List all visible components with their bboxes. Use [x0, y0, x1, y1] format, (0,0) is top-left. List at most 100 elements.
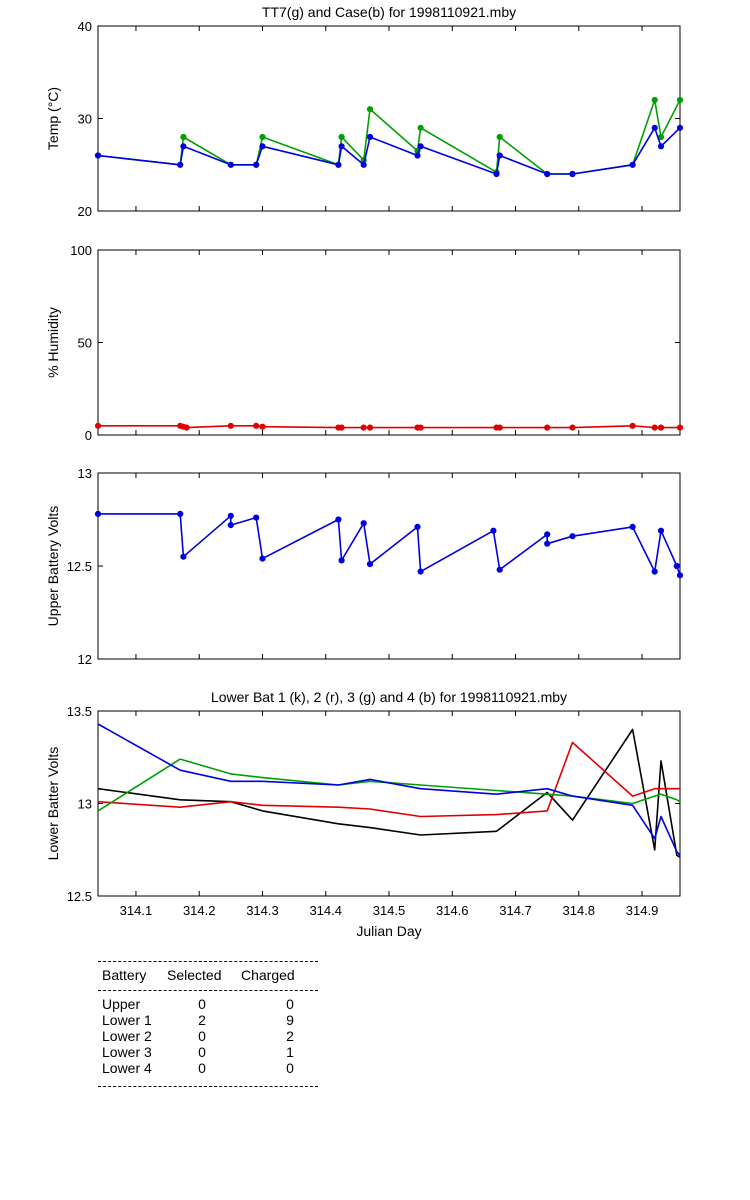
data-point	[676, 424, 684, 431]
data-point	[227, 422, 234, 429]
battery-name: Upper	[102, 996, 141, 1012]
series-line-2	[97, 741, 680, 818]
data-point	[259, 133, 266, 141]
chart-title: Lower Bat 1 (k), 2 (r), 3 (g) and 4 (b) …	[211, 689, 567, 705]
data-point	[227, 161, 234, 168]
data-point	[496, 133, 503, 141]
y-tick-label: 12	[78, 652, 92, 667]
table-row: Lower 2 0 2	[98, 1028, 318, 1044]
table-row: Lower 3 0 1	[98, 1044, 318, 1060]
y-tick-label: 100	[70, 243, 92, 258]
data-point	[417, 143, 424, 150]
y-tick-label: 40	[78, 19, 92, 34]
data-point	[414, 523, 421, 531]
battery-name: Lower 2	[102, 1028, 152, 1044]
y-tick-label: 30	[78, 112, 92, 127]
data-point	[177, 161, 184, 168]
x-tick-label: 314.2	[183, 903, 216, 918]
data-point	[673, 562, 680, 570]
data-point	[544, 170, 551, 178]
data-point	[366, 106, 374, 113]
header-charged: Charged	[241, 967, 295, 983]
data-point	[651, 96, 658, 104]
chart-panel-2: 0 50 100 % Humidity	[45, 243, 684, 443]
data-point	[335, 516, 342, 523]
chart-panel-3: 12 12.5 13 Upper Battery Volts	[45, 466, 684, 667]
data-point	[338, 424, 345, 431]
charged-count: 2	[286, 1028, 294, 1044]
battery-name: Lower 1	[102, 1012, 152, 1028]
data-point	[338, 557, 345, 564]
data-point	[496, 566, 503, 573]
data-point	[676, 124, 684, 131]
charged-count: 9	[286, 1012, 294, 1028]
data-point	[259, 555, 266, 562]
data-point	[629, 161, 636, 168]
data-point	[657, 424, 665, 431]
series-line-1	[98, 513, 681, 576]
data-point	[360, 424, 367, 431]
data-point	[338, 143, 345, 150]
data-point	[180, 133, 187, 141]
x-tick-label: 314.5	[373, 903, 406, 918]
x-tick-label: 314.1	[120, 903, 153, 918]
data-point	[253, 161, 260, 168]
data-point	[676, 572, 684, 579]
data-point	[657, 527, 665, 534]
charged-count: 0	[286, 996, 294, 1012]
x-tick-label: 314.4	[309, 903, 342, 918]
data-point	[94, 510, 102, 518]
header-selected: Selected	[167, 967, 222, 983]
battery-name: Lower 3	[102, 1044, 152, 1060]
data-point	[629, 523, 636, 531]
chart-panel-4: 12.5 13 13.5 314.1 314.2 314.3 314.4 314.5 314.6…	[45, 689, 681, 939]
selected-count: 2	[198, 1012, 206, 1028]
data-point	[569, 170, 576, 178]
table-bottom-divider	[98, 1086, 318, 1087]
chart-panel-1: 20 30 40 TT7(g) and Case(b) for 1998110921.…	[45, 4, 684, 219]
data-point	[360, 161, 367, 168]
table-header-row: Battery Selected Charged	[98, 967, 318, 983]
data-point	[496, 424, 503, 431]
battery-summary-table: Battery Selected Charged Upper 0 0 Lower…	[98, 955, 318, 1087]
data-point	[417, 124, 424, 131]
table-top-divider	[98, 961, 318, 962]
x-tick-label: 314.8	[563, 903, 596, 918]
data-point	[338, 133, 345, 141]
series-line-4	[97, 723, 681, 856]
header-battery: Battery	[102, 967, 147, 983]
data-point	[544, 540, 551, 547]
data-point	[651, 424, 658, 431]
y-tick-label: 13.5	[67, 704, 92, 719]
selected-count: 0	[198, 1060, 206, 1076]
x-tick-label: 314.9	[626, 903, 659, 918]
data-point	[544, 424, 551, 431]
plot-frame	[97, 472, 681, 660]
data-point	[259, 423, 266, 430]
data-point	[366, 561, 374, 568]
data-point	[417, 424, 424, 431]
y-tick-label: 13	[78, 797, 92, 812]
data-point	[544, 531, 551, 538]
data-point	[180, 553, 187, 560]
table-row: Lower 1 2 9	[98, 1012, 318, 1028]
y-tick-label: 12.5	[67, 559, 92, 574]
data-point	[366, 133, 374, 141]
y-tick-label: 13	[78, 466, 92, 481]
y-axis-label: Lower Batter Volts	[45, 747, 61, 861]
y-axis-label: % Humidity	[45, 307, 61, 378]
data-point	[253, 422, 260, 429]
chart-title: TT7(g) and Case(b) for 1998110921.mby	[262, 4, 516, 20]
data-point	[569, 424, 576, 431]
data-point	[94, 422, 102, 429]
data-point	[657, 143, 665, 150]
data-point	[259, 143, 266, 150]
y-axis-label: Upper Battery Volts	[45, 506, 61, 627]
data-point	[417, 568, 424, 575]
x-tick-label: 314.6	[436, 903, 469, 918]
table-row: Upper 0 0	[98, 996, 318, 1012]
x-tick-label: 314.7	[499, 903, 532, 918]
data-point	[180, 143, 187, 150]
plot-frame	[97, 249, 681, 436]
data-point	[629, 422, 636, 429]
